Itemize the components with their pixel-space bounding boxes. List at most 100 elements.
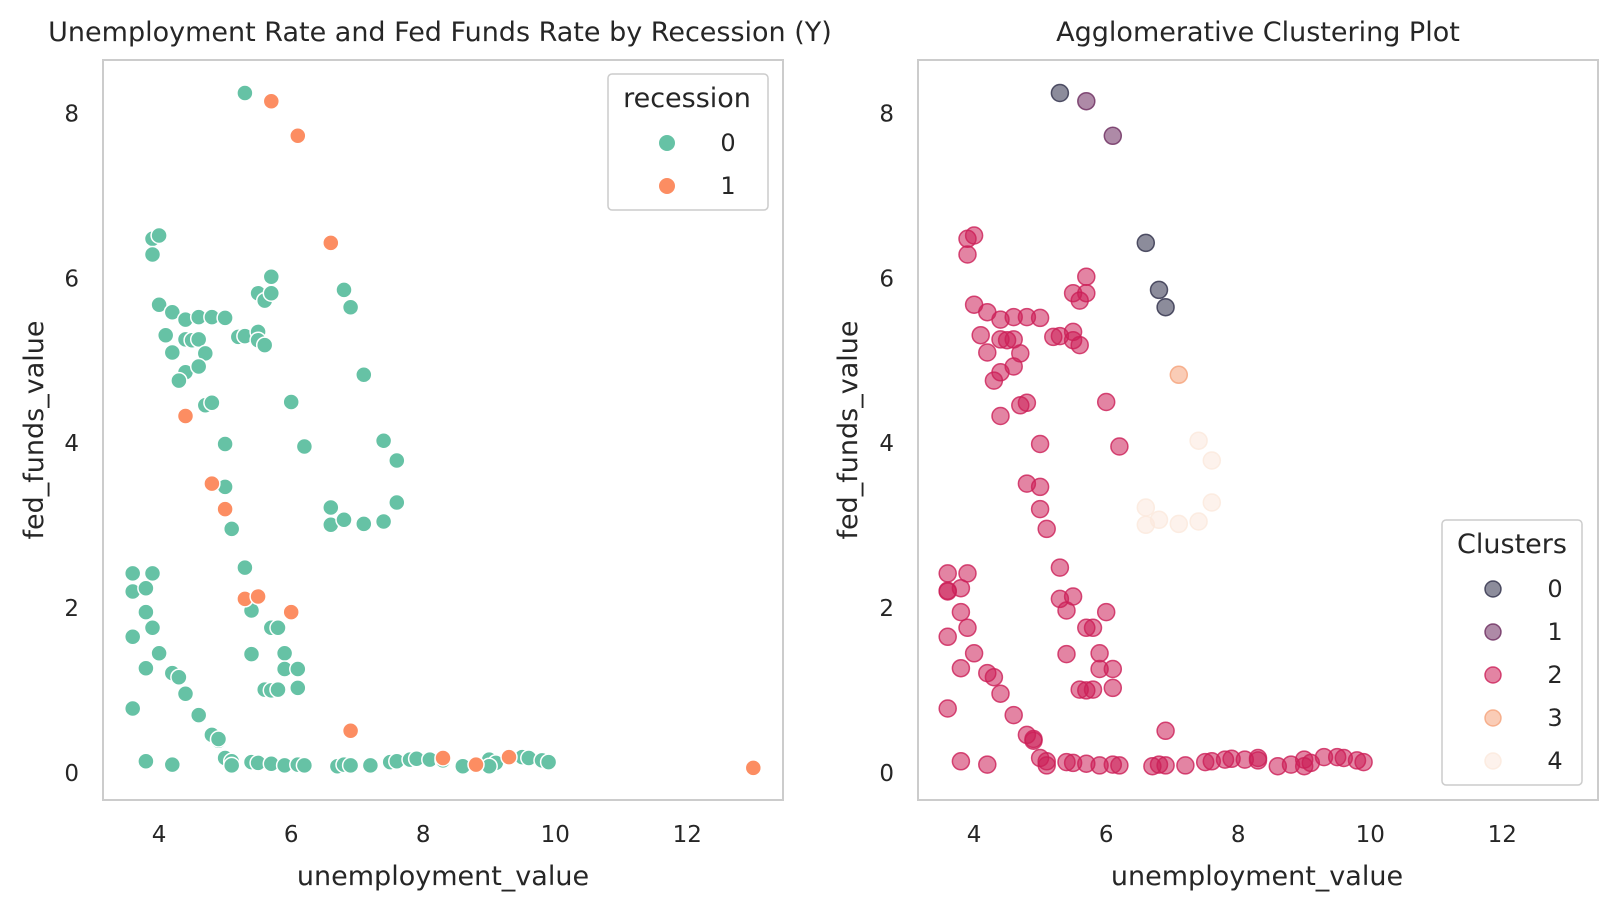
data-point bbox=[1070, 335, 1089, 355]
data-point bbox=[1248, 748, 1268, 768]
data-point bbox=[269, 680, 287, 699]
data-point bbox=[374, 431, 393, 450]
data-point bbox=[971, 325, 990, 345]
data-point bbox=[1156, 721, 1175, 741]
data-point bbox=[1004, 705, 1023, 725]
data-point bbox=[1004, 357, 1023, 376]
data-point bbox=[176, 684, 195, 703]
data-point bbox=[189, 330, 208, 349]
data-point bbox=[295, 756, 314, 775]
data-point bbox=[991, 684, 1010, 703]
data-point bbox=[388, 493, 406, 512]
chart-title: Agglomerative Clustering Plot bbox=[1056, 17, 1460, 48]
data-point bbox=[150, 226, 168, 245]
data-point bbox=[216, 309, 234, 327]
data-point bbox=[958, 618, 977, 638]
data-point bbox=[163, 755, 182, 774]
legend-title: Clusters bbox=[1457, 529, 1567, 560]
data-point bbox=[203, 394, 221, 412]
data-point bbox=[216, 435, 234, 453]
data-point bbox=[964, 226, 984, 245]
data-point bbox=[262, 284, 281, 302]
data-point bbox=[1096, 602, 1116, 622]
y-tick-label: 8 bbox=[64, 102, 79, 128]
data-points bbox=[938, 83, 1578, 778]
data-point bbox=[1103, 126, 1123, 146]
y-tick-labels: 0 2 4 6 8 bbox=[64, 102, 79, 787]
x-axis-label: unemployment_value bbox=[1111, 861, 1403, 892]
data-point bbox=[978, 755, 997, 774]
data-point bbox=[282, 393, 300, 411]
data-point bbox=[951, 578, 971, 598]
legend-marker bbox=[659, 135, 675, 151]
data-point bbox=[1017, 393, 1037, 413]
data-point bbox=[388, 451, 406, 470]
legend-items: 01 bbox=[659, 129, 736, 200]
data-point bbox=[1169, 514, 1189, 534]
data-point bbox=[222, 756, 241, 775]
legend-label: 1 bbox=[720, 172, 735, 200]
data-point bbox=[150, 644, 168, 663]
data-point bbox=[322, 234, 340, 252]
data-point bbox=[189, 357, 208, 376]
data-point bbox=[137, 603, 155, 621]
data-point bbox=[1077, 283, 1096, 303]
data-point bbox=[222, 520, 241, 538]
legend-marker bbox=[1484, 752, 1502, 770]
data-point bbox=[209, 730, 228, 748]
data-point bbox=[1030, 499, 1050, 519]
x-tick-labels: 4 6 8 10 12 bbox=[152, 822, 702, 848]
data-point bbox=[938, 564, 957, 583]
data-point bbox=[1050, 83, 1070, 103]
data-point bbox=[984, 667, 1004, 687]
data-point bbox=[958, 245, 977, 264]
legend-marker bbox=[659, 178, 675, 194]
x-tick-label: 12 bbox=[1488, 822, 1517, 848]
data-point bbox=[991, 406, 1010, 426]
data-point bbox=[242, 645, 261, 663]
data-point bbox=[341, 298, 360, 316]
data-point bbox=[341, 756, 360, 775]
data-point bbox=[335, 281, 353, 299]
data-point bbox=[1136, 233, 1156, 253]
data-point bbox=[143, 564, 162, 583]
legend: recession 01 bbox=[607, 73, 769, 211]
legend-label: 0 bbox=[720, 129, 735, 157]
data-point bbox=[123, 699, 142, 718]
data-point bbox=[1294, 756, 1314, 776]
x-tick-label: 8 bbox=[416, 822, 431, 848]
data-point bbox=[1176, 756, 1195, 775]
x-tick-labels: 4 6 8 10 12 bbox=[967, 822, 1517, 848]
data-point bbox=[1077, 267, 1096, 286]
y-tick-label: 0 bbox=[64, 761, 79, 787]
data-point bbox=[978, 343, 997, 362]
data-point bbox=[1202, 451, 1222, 470]
data-point bbox=[1083, 680, 1103, 699]
x-tick-label: 12 bbox=[673, 822, 702, 848]
data-point bbox=[1189, 431, 1208, 450]
data-point bbox=[984, 371, 1004, 390]
legend-marker bbox=[1484, 580, 1502, 598]
y-tick-label: 2 bbox=[64, 596, 79, 622]
x-tick-label: 6 bbox=[284, 822, 299, 848]
legend-label: 1 bbox=[1547, 618, 1562, 646]
y-tick-label: 8 bbox=[879, 102, 894, 128]
y-axis-label: fed_funds_value bbox=[833, 321, 864, 540]
data-point bbox=[1090, 644, 1109, 663]
data-point bbox=[249, 587, 267, 606]
y-axis-label: fed_funds_value bbox=[19, 321, 50, 540]
data-point bbox=[951, 752, 971, 771]
x-tick-label: 4 bbox=[967, 822, 982, 848]
data-point bbox=[163, 343, 182, 362]
data-point bbox=[216, 500, 234, 518]
data-point bbox=[1156, 756, 1175, 775]
data-point bbox=[1156, 297, 1175, 317]
data-point bbox=[1030, 434, 1050, 454]
data-point bbox=[137, 659, 155, 677]
data-point bbox=[1083, 618, 1103, 638]
data-point bbox=[236, 558, 254, 577]
data-point bbox=[951, 658, 971, 678]
data-point bbox=[1169, 365, 1189, 385]
x-tick-label: 10 bbox=[541, 822, 570, 848]
